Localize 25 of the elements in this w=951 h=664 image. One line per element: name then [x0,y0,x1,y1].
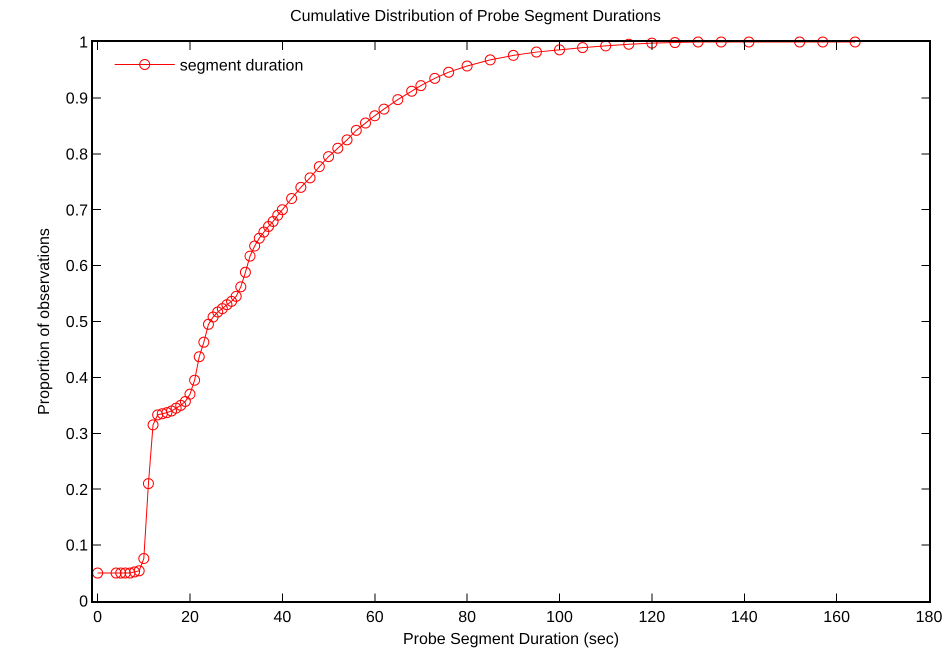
x-tick-label: 120 [638,608,666,626]
y-tick-label: 0.8 [66,146,88,164]
x-tick-label: 20 [181,608,199,626]
legend-label: segment duration [180,58,304,75]
x-tick-label: 40 [273,608,292,626]
x-tick-label: 60 [366,608,384,626]
y-tick-label: 0.1 [66,538,88,555]
x-tick-label: 100 [546,608,573,626]
y-tick-label: 0.9 [66,90,88,108]
y-tick-label: 1 [79,34,88,52]
x-axis-title: Probe Segment Duration (sec) [402,631,620,648]
chart-title: Cumulative Distribution of Probe Segment Durations [290,8,661,26]
x-tick-label: 140 [730,608,758,626]
y-tick-label: 0.3 [66,426,88,443]
y-tick-label: 0 [79,594,88,611]
y-axis-title: Proportion of observations [36,228,54,415]
x-tick-label: 160 [823,608,850,626]
x-tick-label: 80 [458,608,476,626]
y-tick-label: 0.2 [66,482,88,499]
y-tick-label: 0.6 [66,258,88,276]
x-tick-label: 180 [916,608,942,626]
y-tick-label: 0.5 [66,314,88,332]
y-tick-label: 0.4 [66,370,88,387]
x-tick-label: 0 [93,608,102,626]
y-tick-label: 0.7 [66,202,88,220]
